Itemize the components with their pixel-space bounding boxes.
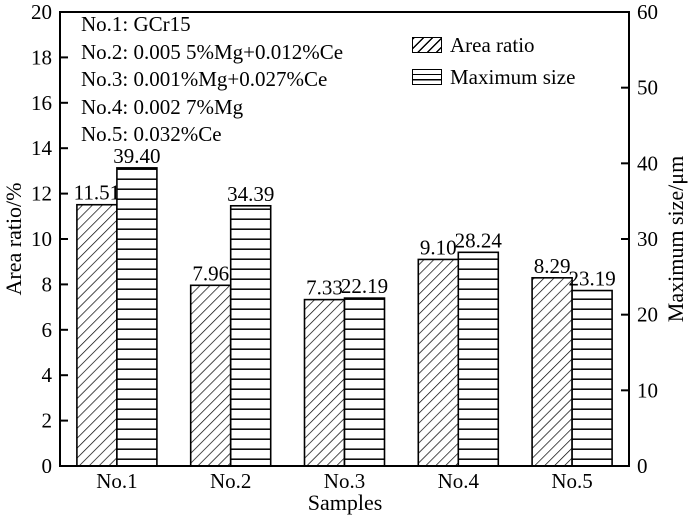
left-axis-tick-label: 16 bbox=[31, 91, 52, 115]
axes-layer bbox=[59, 11, 630, 467]
data-label: 23.19 bbox=[568, 267, 615, 291]
bar-maximum-size-no4 bbox=[457, 251, 500, 467]
data-label: 7.96 bbox=[192, 261, 229, 285]
sample-composition-annotation: No.1: GCr15 No.2: 0.005 5%Mg+0.012%Ce No… bbox=[81, 11, 343, 149]
right-axis-title: Maximum size/μm bbox=[663, 155, 688, 323]
horizontal-lines-swatch-icon bbox=[412, 69, 442, 85]
left-axis-tick-label: 14 bbox=[31, 136, 53, 160]
bar-area-ratio-no5 bbox=[531, 277, 573, 467]
data-label: 8.29 bbox=[534, 254, 571, 278]
annotation-line-2: No.2: 0.005 5%Mg+0.012%Ce bbox=[81, 39, 344, 64]
x-axis-category-label: No.3 bbox=[324, 469, 365, 493]
legend-item-area-ratio: Area ratio bbox=[412, 32, 575, 57]
x-axis-category-label: No.1 bbox=[96, 469, 137, 493]
legend-label-area-ratio: Area ratio bbox=[450, 32, 535, 57]
annotation-line-3: No.3: 0.001%Mg+0.027%Ce bbox=[81, 67, 328, 91]
left-axis-tick-label: 18 bbox=[31, 45, 52, 69]
x-axis-category-label: No.4 bbox=[438, 469, 480, 493]
right-axis-tick-label: 40 bbox=[637, 151, 658, 175]
left-axis-tick-label: 20 bbox=[31, 0, 52, 24]
annotation-line-4: No.4: 0.002 7%Mg bbox=[81, 94, 244, 119]
left-axis-tick-label: 8 bbox=[42, 272, 53, 296]
data-label: 28.24 bbox=[455, 228, 503, 252]
left-axis-tick-label: 0 bbox=[42, 454, 53, 478]
left-axis-tick-label: 12 bbox=[31, 182, 52, 206]
right-axis-tick-label: 10 bbox=[637, 378, 658, 402]
left-axis-tick-label: 4 bbox=[42, 363, 53, 387]
x-axis-title: Samples bbox=[307, 490, 383, 515]
bars-layer bbox=[76, 167, 613, 467]
left-axis-tick-label: 10 bbox=[31, 227, 52, 251]
bar-maximum-size-no3 bbox=[343, 297, 386, 467]
right-axis-tick-label: 0 bbox=[637, 454, 648, 478]
data-label: 39.40 bbox=[113, 144, 160, 168]
right-axis-tick-label: 20 bbox=[637, 303, 658, 327]
diagonal-hatch-swatch-icon bbox=[412, 37, 442, 53]
annotation-line-1: No.1: GCr15 bbox=[81, 12, 191, 36]
data-labels-layer: 11.51 7.96 7.33 9.10 8.29 39.40 34.39 22.19 28.2… bbox=[31, 0, 658, 493]
data-label: 7.33 bbox=[306, 276, 343, 300]
annotation-line-5: No.5: 0.032%Ce bbox=[81, 122, 222, 146]
data-label: 9.10 bbox=[420, 235, 457, 259]
bar-maximum-size-no1 bbox=[116, 167, 158, 467]
bar-maximum-size-no2 bbox=[229, 204, 272, 467]
legend-item-maximum-size: Maximum size bbox=[412, 64, 576, 89]
legend-label-maximum-size: Maximum size bbox=[450, 64, 576, 89]
left-axis-tick-label: 6 bbox=[42, 318, 53, 342]
right-axis-tick-label: 30 bbox=[637, 227, 658, 251]
left-axis-title: Area ratio/% bbox=[1, 182, 26, 296]
data-label: 11.51 bbox=[74, 181, 120, 205]
bar-maximum-size-no5 bbox=[571, 289, 613, 467]
x-axis-category-label: No.5 bbox=[551, 469, 592, 493]
left-axis-tick-label: 2 bbox=[42, 409, 53, 433]
x-axis-category-label: No.2 bbox=[210, 469, 251, 493]
bar-area-ratio-no4 bbox=[417, 258, 460, 467]
bar-area-ratio-no1 bbox=[76, 203, 118, 467]
bar-area-ratio-no2 bbox=[189, 284, 232, 467]
legend: Area ratio Maximum size bbox=[412, 32, 576, 99]
data-label: 34.39 bbox=[227, 182, 274, 206]
bar-area-ratio-no3 bbox=[303, 298, 346, 467]
right-axis-tick-label: 50 bbox=[637, 76, 658, 100]
right-axis-tick-label: 60 bbox=[637, 0, 658, 24]
data-label: 22.19 bbox=[341, 274, 388, 298]
